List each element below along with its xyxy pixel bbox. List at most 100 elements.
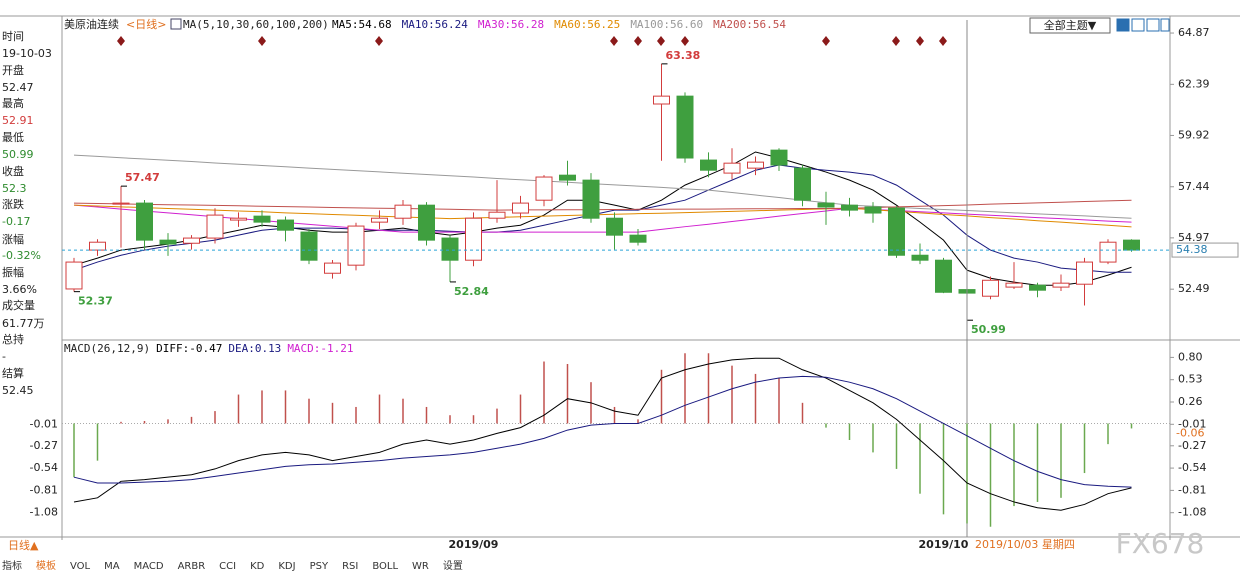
candle-body xyxy=(512,202,529,214)
tab[interactable]: RSI xyxy=(342,561,358,572)
legend-entry: MA200:56.54 xyxy=(713,18,786,31)
candle-body xyxy=(159,239,177,245)
tab[interactable]: 指标 xyxy=(2,559,22,572)
candle-body xyxy=(324,262,341,274)
y-tick-label-left: -0.01 xyxy=(30,417,58,430)
candle-body xyxy=(629,234,647,243)
candle-body xyxy=(653,95,670,105)
y-tick-label-left: -1.08 xyxy=(30,506,58,519)
candle-body xyxy=(559,174,576,181)
info-label: 振幅 xyxy=(2,265,24,279)
candle-body xyxy=(1029,284,1046,291)
info-label: 最高 xyxy=(2,96,24,110)
macd-current-label: -0.06 xyxy=(1176,426,1204,439)
y-tick-label: -0.27 xyxy=(1178,439,1206,452)
candle-body xyxy=(277,219,294,231)
ma-line xyxy=(73,204,1132,228)
last-price-box xyxy=(1171,242,1239,258)
candle-body xyxy=(1052,282,1070,288)
candle-body xyxy=(1005,282,1023,288)
extreme-label: 57.47 xyxy=(125,171,160,184)
tab[interactable]: 设置 xyxy=(443,560,463,572)
candle-body xyxy=(371,217,388,223)
tab[interactable]: PSY xyxy=(310,561,329,572)
y-tick-label: 0.53 xyxy=(1178,373,1203,386)
extreme-label: 50.99 xyxy=(971,323,1006,336)
candle-body xyxy=(488,211,506,219)
info-panel: 时间 19-10-03 开盘 52.47 最高 52.91 最低 50.99 收… xyxy=(2,30,52,397)
tab[interactable]: KD xyxy=(250,561,265,572)
theme-button[interactable] xyxy=(1029,17,1111,34)
y-tick-label: 52.49 xyxy=(1178,282,1210,295)
candle-body xyxy=(206,214,224,239)
extreme-label: 52.84 xyxy=(454,285,489,298)
macd-legend: MACD(26,12,9) DIFF:-0.47 DEA:0.13 MACD:-1.… xyxy=(64,342,354,355)
toolbar-icons[interactable] xyxy=(1116,18,1170,32)
candle-body xyxy=(841,204,858,211)
candle-body xyxy=(300,231,318,261)
candle-body xyxy=(1123,239,1140,251)
candle-body xyxy=(347,225,365,266)
candle-body xyxy=(441,237,459,261)
ma-line xyxy=(73,164,1132,273)
crosshair-label: 2019/10/03 星期四 xyxy=(975,538,1075,551)
y-tick-label: 64.87 xyxy=(1178,26,1210,39)
y-tick-label: 54.97 xyxy=(1178,231,1210,244)
tab[interactable]: BOLL xyxy=(372,561,398,572)
candle-body xyxy=(747,161,764,169)
candle-body xyxy=(253,215,271,223)
macd-line xyxy=(73,375,1132,488)
tab[interactable]: CCI xyxy=(219,561,236,572)
period-toggle[interactable]: 日线▲ xyxy=(8,538,39,552)
legend-entry: MA60:56.25 xyxy=(554,18,620,31)
info-label: 时间 xyxy=(2,30,24,43)
candle-body xyxy=(700,159,717,171)
y-tick-label: 0.26 xyxy=(1178,395,1203,408)
ma-params: MA(5,10,30,60,100,200) xyxy=(183,18,329,31)
candle-body xyxy=(888,207,905,256)
info-value: 19-10-03 xyxy=(2,47,52,60)
candle-body xyxy=(65,261,83,290)
ma-line xyxy=(73,151,1132,286)
info-label: 收盘 xyxy=(2,164,24,178)
info-value: -0.32% xyxy=(2,249,41,262)
candle-body xyxy=(1076,261,1093,285)
event-markers xyxy=(117,36,947,46)
ma-legend: MA5:54.68 MA10:56.24 MA30:56.28 MA60:56.25 M… xyxy=(332,18,786,31)
y-tick-label-left: -0.81 xyxy=(30,483,58,496)
tab[interactable]: MACD xyxy=(134,561,164,572)
info-value: 52.47 xyxy=(2,81,34,94)
candle-body xyxy=(418,204,435,241)
tab[interactable]: KDJ xyxy=(278,561,295,572)
candle-body xyxy=(89,241,106,251)
theme-button-label[interactable]: 全部主题▼ xyxy=(1044,18,1097,32)
info-value: 52.3 xyxy=(2,182,27,195)
y-tick-label: -0.81 xyxy=(1178,483,1206,496)
ma-icon[interactable] xyxy=(170,18,182,30)
extreme-label: 63.38 xyxy=(666,49,701,62)
legend-entry: MA30:56.28 xyxy=(478,18,544,31)
info-label: 总持 xyxy=(2,332,24,346)
info-value: 3.66% xyxy=(2,283,37,296)
extreme-label: 52.37 xyxy=(78,295,113,308)
info-label: 涨幅 xyxy=(2,233,24,246)
info-value: - xyxy=(2,350,6,363)
candle-body xyxy=(770,149,788,166)
info-label: 成交量 xyxy=(2,298,35,312)
info-label: 结算 xyxy=(2,366,24,380)
tab-bar: 指标 模板 VOL MA MACD ARBR CCI KD KDJ PSY RSI BOLL WR 设置 xyxy=(2,559,463,572)
y-tick-label-left: -0.27 xyxy=(30,439,58,452)
info-label: 开盘 xyxy=(2,63,24,77)
candle-body xyxy=(794,167,811,201)
tab[interactable]: WR xyxy=(412,561,429,572)
y-tick-label: 57.44 xyxy=(1178,180,1210,193)
tab[interactable]: 模板 xyxy=(36,559,56,572)
ma-line xyxy=(73,199,1132,211)
tab[interactable]: MA xyxy=(104,561,120,572)
tab[interactable]: ARBR xyxy=(178,561,206,572)
candle-body xyxy=(864,206,882,214)
period: <日线> xyxy=(126,17,166,31)
tab[interactable]: VOL xyxy=(70,561,91,572)
